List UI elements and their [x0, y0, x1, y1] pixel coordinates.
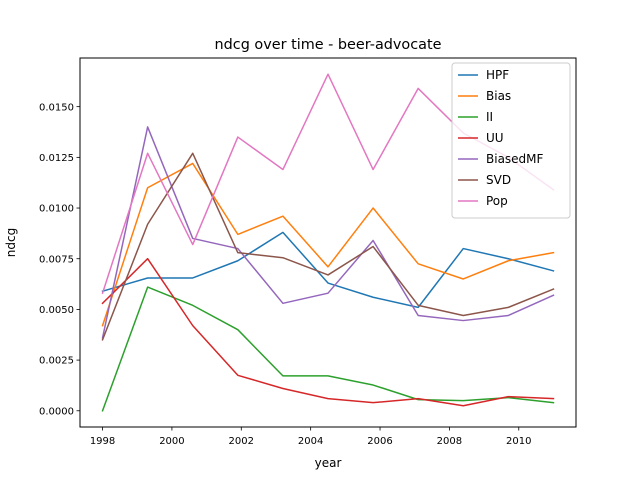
series-line-svd: [101, 152, 555, 341]
legend: HPF Bias II UU BiasedMF SVD Pop: [451, 62, 571, 219]
legend-label-ii: II: [486, 110, 493, 124]
y-tick-label: 0.0100: [39, 204, 74, 215]
y-tick-label: 0.0150: [39, 102, 74, 113]
x-axis-label: year: [315, 456, 342, 470]
legend-label-uu: UU: [486, 131, 504, 145]
legend-box: [451, 62, 571, 219]
legend-label-bias: Bias: [486, 89, 511, 103]
plot-frame: [79, 57, 577, 428]
x-tick-label: 2006: [367, 436, 392, 447]
legend-label-biasedmf: BiasedMF: [486, 152, 544, 166]
x-tick-label: 2000: [159, 436, 184, 447]
series-line-hpf: [101, 231, 555, 309]
x-tick-label: 1998: [90, 436, 115, 447]
y-tick-label: 0.0075: [39, 254, 74, 265]
y-tick-label: 0.0125: [39, 153, 74, 164]
series-line-bias: [101, 162, 555, 327]
y-tick-label: 0.0050: [39, 305, 74, 316]
series-line-uu: [101, 257, 555, 407]
axis-layer: 1998 2000 2002 2004 2006 2008 2010 0.0000 0.0025…: [39, 102, 531, 447]
x-tick-label: 2010: [506, 436, 531, 447]
x-tick-label: 2002: [229, 436, 254, 447]
y-tick-label: 0.0025: [39, 356, 74, 367]
legend-label-pop: Pop: [486, 194, 508, 208]
series-line-ii: [101, 286, 555, 412]
y-axis-label: ndcg: [4, 228, 18, 257]
x-tick-label: 2004: [298, 436, 323, 447]
legend-label-svd: SVD: [486, 173, 511, 187]
y-tick-label: 0.0000: [39, 406, 74, 417]
legend-label-hpf: HPF: [486, 68, 509, 82]
x-tick-label: 2008: [437, 436, 462, 447]
series-line-biasedmf: [101, 126, 555, 339]
chart-title: ndcg over time - beer-advocate: [215, 37, 442, 53]
